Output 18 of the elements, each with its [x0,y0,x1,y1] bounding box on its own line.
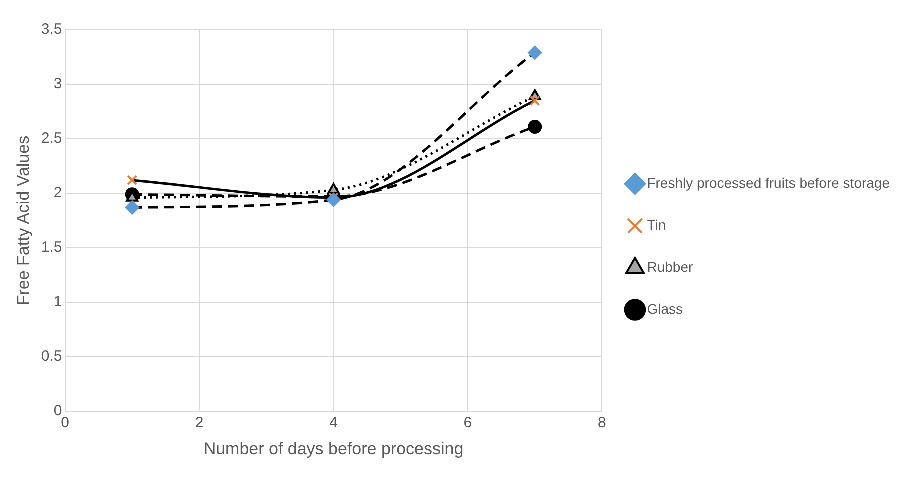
y-axis-title: Free Fatty Acid Values [14,136,33,306]
legend-label: Freshly processed fruits before storage [647,174,890,191]
x-tick-label: 4 [330,414,338,432]
legend-label: Glass [647,300,684,317]
x-tick-label: 2 [195,414,204,432]
y-tick-label: 3.5 [41,21,62,38]
y-tick-label: 2.5 [41,130,62,148]
y-tick-label: 3 [54,76,62,93]
y-tick-label: 1 [54,294,62,311]
y-tick-label: 0.5 [41,348,62,366]
legend-label: Tin [647,216,666,233]
legend-label: Rubber [647,258,694,275]
x-axis-title: Number of days before processing [204,439,464,458]
y-tick-label: 2 [54,184,62,202]
y-tick-label: 0 [54,402,62,420]
x-tick-label: 8 [598,414,606,432]
y-tick-label: 1.5 [41,239,62,256]
x-tick-label: 6 [464,414,472,432]
